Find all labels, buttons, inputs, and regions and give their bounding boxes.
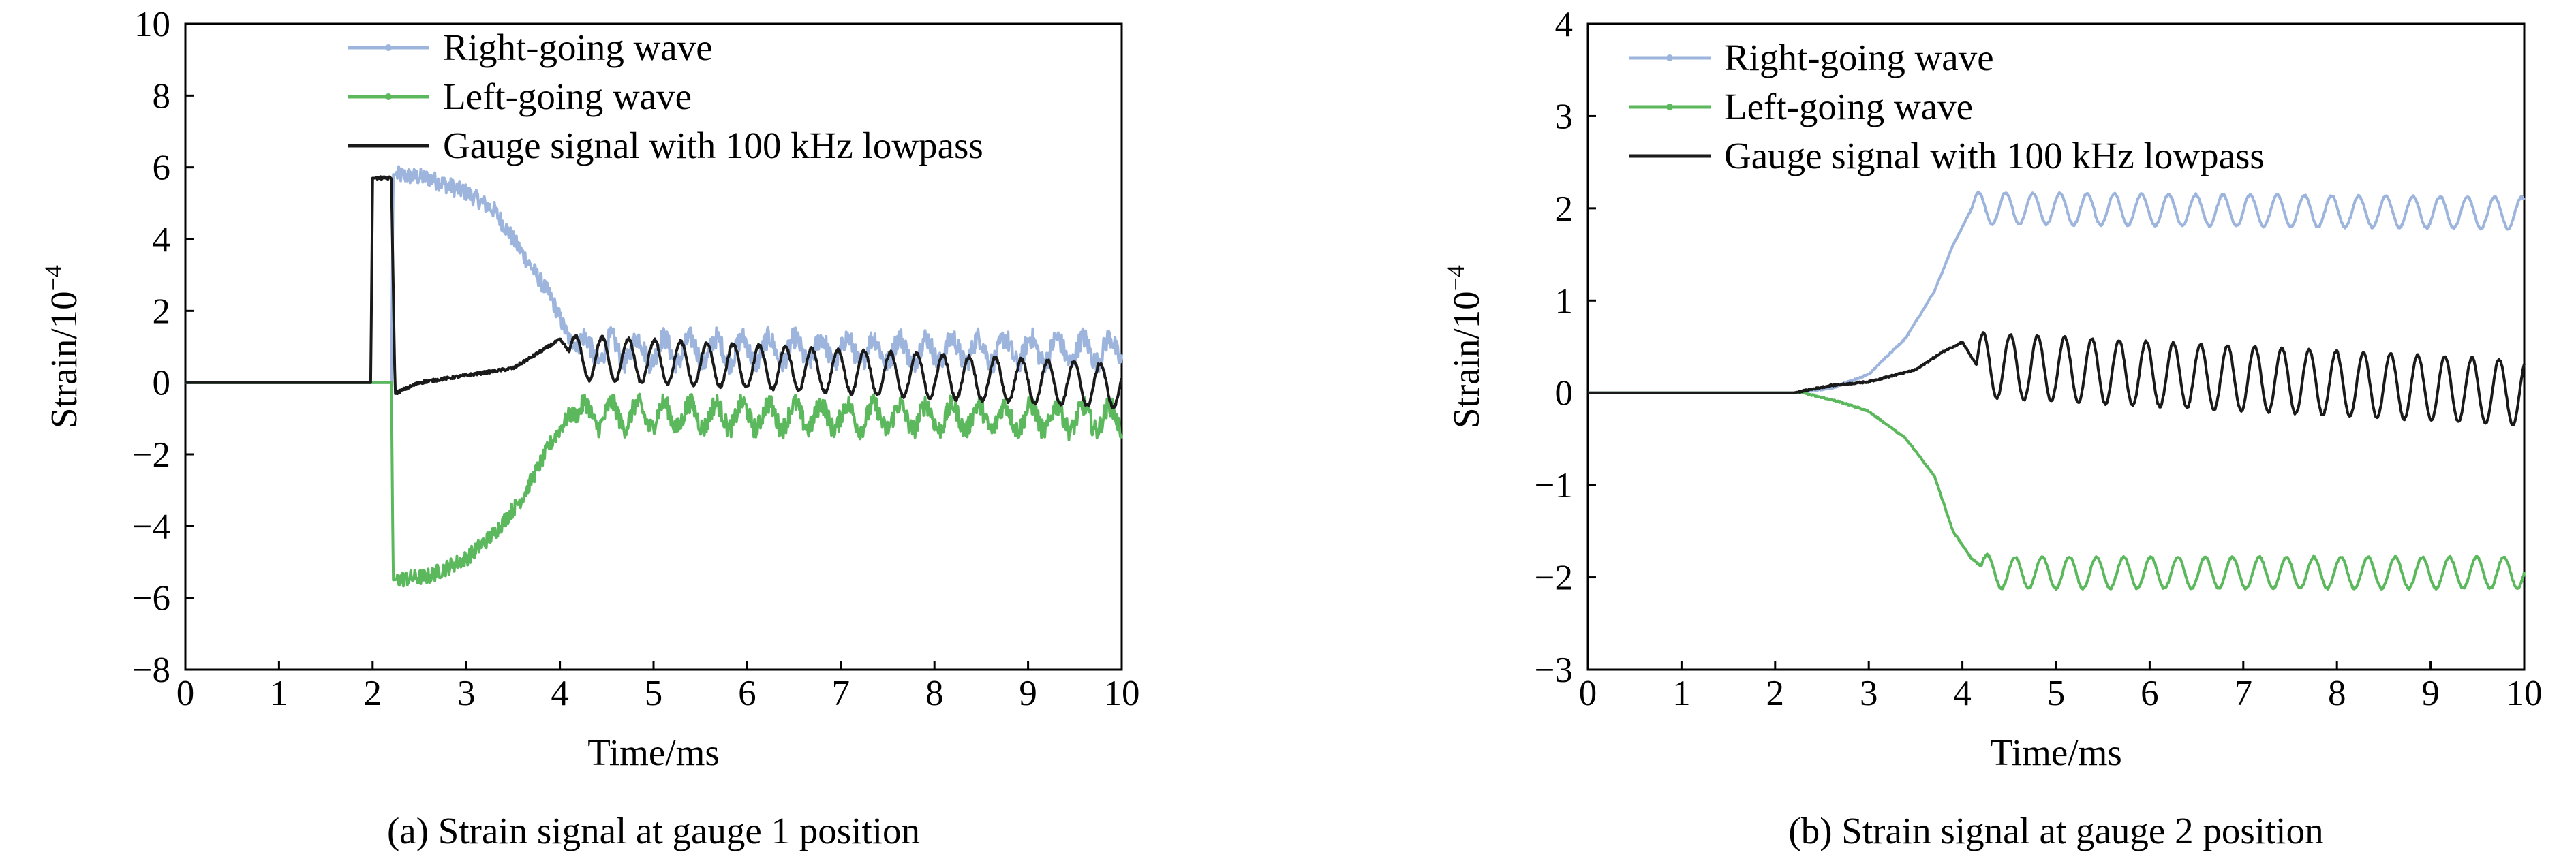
y-axis-title-exponent: −4: [1442, 265, 1469, 291]
chart-panel-b: 0 1 2 3 4 5 6 7 8 9 10 −3 −2 −1 0 1 2 3 4 Right-going wave L…: [1442, 5, 2543, 851]
x-tick-label: 4: [551, 674, 569, 713]
legend-marker: [1666, 104, 1673, 110]
x-tick-label: 5: [2047, 674, 2066, 713]
y-tick-label: −8: [132, 651, 170, 690]
y-axis-title: Strain/10−4: [1442, 265, 1487, 428]
chart-panel-a: 0 1 2 3 4 5 6 7 8 9 10 −8 −6 −4 −2 0 2 4 6 8 10 Right-going w…: [40, 5, 1140, 851]
y-axis-title-base: Strain/10: [43, 291, 85, 428]
x-tick-label: 8: [2328, 674, 2346, 713]
x-tick-label: 0: [177, 674, 195, 713]
y-axis-title-exponent: −4: [40, 265, 67, 291]
x-tick-label: 2: [364, 674, 382, 713]
y-tick-label: 4: [1555, 5, 1574, 44]
legend-marker: [385, 44, 392, 51]
legend-label: Right-going wave: [1724, 37, 1994, 78]
figure-caption: (b) Strain signal at gauge 2 position: [1788, 810, 2323, 851]
x-tick-label: 0: [1579, 674, 1597, 713]
y-tick-label: 1: [1555, 281, 1574, 321]
y-tick-label: 10: [134, 5, 170, 44]
legend-label: Left-going wave: [1724, 86, 1973, 127]
legend-label: Gauge signal with 100 kHz lowpass: [443, 125, 983, 166]
y-tick-label: −4: [132, 507, 170, 546]
y-tick-label: −1: [1535, 466, 1573, 505]
legend-label: Left-going wave: [443, 76, 692, 117]
y-axis-title-base: Strain/10: [1445, 291, 1487, 428]
x-tick-label: 6: [738, 674, 756, 713]
x-tick-label: 5: [645, 674, 663, 713]
x-tick-label: 7: [2235, 674, 2253, 713]
y-tick-label: 0: [153, 364, 171, 403]
y-axis-title: Strain/10−4: [40, 265, 85, 428]
y-tick-label: −6: [132, 579, 170, 619]
x-tick-label: 3: [457, 674, 476, 713]
x-tick-label: 6: [2141, 674, 2159, 713]
x-axis-title: Time/ms: [1990, 732, 2122, 773]
x-axis-title: Time/ms: [587, 732, 720, 773]
x-tick-label: 8: [925, 674, 944, 713]
y-tick-label: −2: [132, 435, 170, 475]
y-tick-label: 2: [1555, 189, 1574, 229]
legend-marker: [1666, 54, 1673, 61]
series-line: [1587, 331, 2526, 426]
y-tick-label: 8: [153, 76, 171, 116]
y-tick-label: 3: [1555, 97, 1574, 136]
series-line: [185, 175, 1123, 409]
y-tick-label: −3: [1535, 651, 1573, 690]
x-tick-label: 1: [1672, 674, 1691, 713]
legend-marker: [385, 93, 392, 100]
y-tick-label: 4: [153, 220, 171, 260]
x-tick-label: 10: [1104, 674, 1140, 713]
y-tick-label: 0: [1555, 374, 1574, 413]
y-tick-label: 2: [153, 292, 171, 331]
x-tick-label: 7: [832, 674, 850, 713]
y-tick-label: 6: [153, 148, 171, 188]
legend-label: Gauge signal with 100 kHz lowpass: [1724, 135, 2265, 176]
x-tick-label: 9: [1019, 674, 1037, 713]
x-tick-label: 4: [1953, 674, 1972, 713]
x-tick-label: 3: [1860, 674, 1878, 713]
x-tick-label: 9: [2421, 674, 2440, 713]
x-tick-label: 10: [2506, 674, 2543, 713]
y-tick-label: −2: [1535, 559, 1573, 598]
legend-label: Right-going wave: [443, 27, 713, 68]
x-tick-label: 2: [1766, 674, 1785, 713]
x-tick-label: 1: [270, 674, 288, 713]
figure-caption: (a) Strain signal at gauge 1 position: [387, 810, 920, 851]
